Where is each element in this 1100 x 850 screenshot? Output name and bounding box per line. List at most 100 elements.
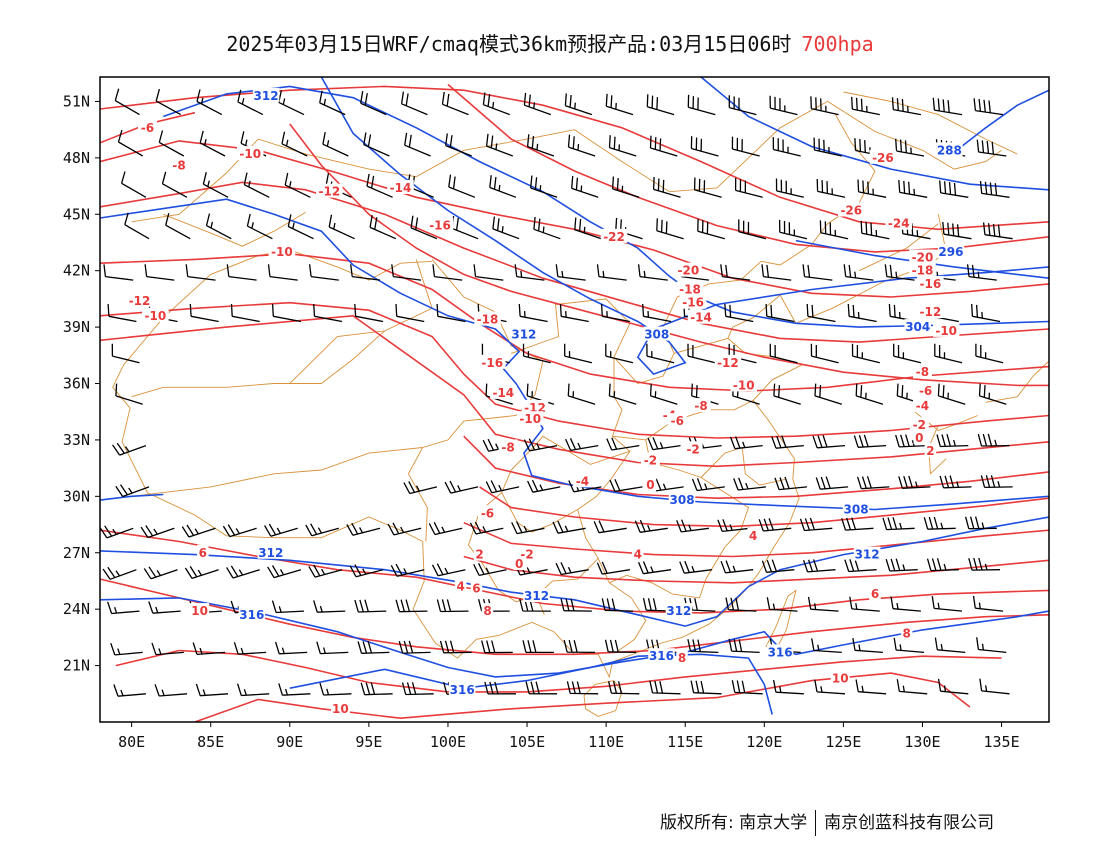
wind-barb [979,678,1010,695]
wind-barb [728,638,760,654]
wind-barb [936,434,969,448]
map-frame [99,76,1050,723]
wind-barb [697,218,725,240]
wind-barb [979,181,1010,198]
contour-label: 312 [254,89,279,103]
copyright-text: 版权所有: 南京大学 [660,813,808,833]
wind-barb [518,303,548,323]
contour-label: -6 [671,414,684,428]
wind-barb [482,92,510,116]
wind-barb [485,480,520,494]
wind-barb [267,264,298,281]
wind-barb [555,562,589,576]
wind-barb [284,172,311,198]
wind-barb [942,221,972,240]
wind-barb [148,601,181,614]
wind-barb [346,522,381,536]
wind-barb [243,172,270,198]
wind-barb [812,435,846,449]
wind-barb [192,642,226,656]
wind-barb [972,595,1004,612]
contour-label-bg [523,588,550,603]
contour-label-bg [126,292,153,307]
wind-barb [313,303,343,323]
isotherm-line [463,555,1049,584]
isotherm-line [100,314,1049,468]
wind-barb [492,216,520,240]
contour-label: -8 [172,158,185,172]
contour-label-bg [766,644,794,659]
wind-barb [853,434,887,448]
contour-label-bg [643,326,670,341]
contour-label-bg [448,682,476,697]
contour-label: -4 [576,474,589,488]
contour-label: -2 [686,442,699,456]
wind-barb [896,679,928,695]
wind-barb [110,642,143,656]
contour-label: -10 [145,309,167,323]
contour-label-bg [913,430,926,445]
wind-barb [893,637,925,654]
contour-label-bg [190,603,210,618]
contour-label-bg [137,119,157,134]
wind-barb [398,640,431,654]
lon-tick-label: 85E [197,733,224,751]
wind-barb [404,132,431,157]
wind-barb [181,524,216,538]
wind-barb [473,563,507,577]
contour-label-bg [838,202,865,217]
wind-barb [328,214,355,240]
wind-barb [124,212,150,240]
wind-barb [843,264,874,281]
contour-label: 8 [678,651,686,665]
contour-label: -14 [390,181,412,195]
wind-barb [441,91,469,116]
wind-barb [391,264,422,281]
wind-barb [815,476,849,490]
wind-barb [100,525,134,539]
lat-tick-label: 45N [63,205,90,223]
geopotential-contour [100,198,1049,511]
wind-barb [313,600,346,613]
boundary-line [131,259,433,398]
wind-barb [102,566,137,580]
wind-barb [676,519,709,533]
wind-barb [596,264,627,281]
wind-barb [934,637,966,654]
lat-tick-label: 51N [63,92,90,110]
wind-barb [774,476,808,491]
chart-title: 2025年03月15日WRF/cmaq模式36km预报产品:03月15日06时 7… [0,28,1100,57]
contour-label: -10 [935,324,957,338]
wind-barb [287,214,314,240]
wind-barb [274,641,308,655]
wind-barb [560,598,592,612]
contour-label: 8 [902,627,910,641]
wind-barb [436,599,469,613]
wind-barb [567,383,596,405]
contour-label: -12 [318,185,340,199]
contour-label-bg [644,477,657,492]
boundary-line [827,101,1002,170]
wind-barb [202,172,229,198]
contour-label: 10 [332,702,349,716]
contour-label-bg [426,217,454,232]
wind-barb [444,480,479,494]
wind-barb [271,303,302,323]
wind-barb [690,680,722,695]
contour-label-bg [667,413,687,428]
wind-barb [154,684,188,697]
geopotential-contour [100,493,164,501]
wind-barb [563,639,596,654]
wind-barb [806,303,836,323]
wind-barb [649,383,678,405]
wind-barb [559,303,589,323]
contour-label-bg [683,441,703,456]
wind-barb [687,639,719,654]
lon-tick-label: 125E [825,733,861,751]
wind-barb [966,264,997,281]
contour-label: -6 [481,506,494,520]
contour-label: -8 [916,365,929,379]
wind-barb [693,177,722,198]
contour-label-bg [252,87,280,102]
boundary-line [700,446,785,486]
